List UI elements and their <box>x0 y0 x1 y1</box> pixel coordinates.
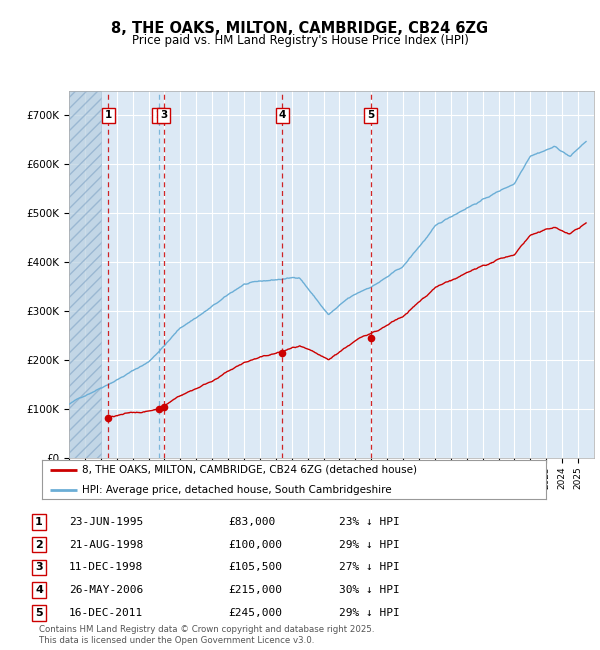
Text: £100,000: £100,000 <box>228 540 282 550</box>
Text: 4: 4 <box>35 585 43 595</box>
Text: 21-AUG-1998: 21-AUG-1998 <box>69 540 143 550</box>
Text: 5: 5 <box>367 111 374 120</box>
Text: 16-DEC-2011: 16-DEC-2011 <box>69 608 143 618</box>
Text: 4: 4 <box>278 111 286 120</box>
Text: £215,000: £215,000 <box>228 585 282 595</box>
Text: 5: 5 <box>35 608 43 618</box>
Text: 23% ↓ HPI: 23% ↓ HPI <box>339 517 400 527</box>
Text: £245,000: £245,000 <box>228 608 282 618</box>
Text: 3: 3 <box>35 562 43 573</box>
Text: 27% ↓ HPI: 27% ↓ HPI <box>339 562 400 573</box>
Text: 2: 2 <box>155 111 163 120</box>
Text: £105,500: £105,500 <box>228 562 282 573</box>
Text: 2: 2 <box>35 540 43 550</box>
Text: 26-MAY-2006: 26-MAY-2006 <box>69 585 143 595</box>
Text: Price paid vs. HM Land Registry's House Price Index (HPI): Price paid vs. HM Land Registry's House … <box>131 34 469 47</box>
Text: 1: 1 <box>105 111 112 120</box>
Text: 29% ↓ HPI: 29% ↓ HPI <box>339 540 400 550</box>
Text: HPI: Average price, detached house, South Cambridgeshire: HPI: Average price, detached house, Sout… <box>82 485 392 495</box>
Bar <box>69 91 101 458</box>
Text: 1: 1 <box>35 517 43 527</box>
Text: 29% ↓ HPI: 29% ↓ HPI <box>339 608 400 618</box>
Text: 8, THE OAKS, MILTON, CAMBRIDGE, CB24 6ZG (detached house): 8, THE OAKS, MILTON, CAMBRIDGE, CB24 6ZG… <box>82 465 418 474</box>
Text: Contains HM Land Registry data © Crown copyright and database right 2025.
This d: Contains HM Land Registry data © Crown c… <box>39 625 374 645</box>
Text: £83,000: £83,000 <box>228 517 275 527</box>
Text: 30% ↓ HPI: 30% ↓ HPI <box>339 585 400 595</box>
Text: 23-JUN-1995: 23-JUN-1995 <box>69 517 143 527</box>
Text: 11-DEC-1998: 11-DEC-1998 <box>69 562 143 573</box>
Text: 8, THE OAKS, MILTON, CAMBRIDGE, CB24 6ZG: 8, THE OAKS, MILTON, CAMBRIDGE, CB24 6ZG <box>112 21 488 36</box>
Text: 3: 3 <box>160 111 167 120</box>
